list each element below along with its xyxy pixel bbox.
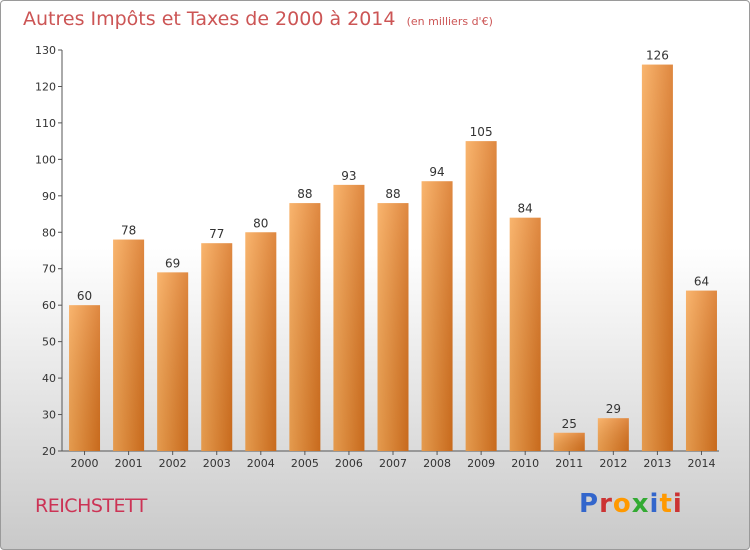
value-label: 60 xyxy=(77,289,92,303)
value-label: 80 xyxy=(253,216,268,230)
chart-title: Autres Impôts et Taxes de 2000 à 2014 xyxy=(23,8,396,30)
bar-shade-2014 xyxy=(685,290,717,451)
x-tick-label: 2010 xyxy=(511,457,539,470)
x-tick-label: 2007 xyxy=(379,457,407,470)
chart-subtitle: (en milliers d'€) xyxy=(406,15,493,28)
bars xyxy=(69,64,717,452)
value-label: 126 xyxy=(646,49,669,63)
bar-shade-2012 xyxy=(597,418,629,451)
bar-shade-2002 xyxy=(157,272,189,451)
bar-shade-2000 xyxy=(69,305,101,451)
value-label: 93 xyxy=(341,169,356,183)
x-tick-label: 2011 xyxy=(555,457,583,470)
bar-shade-2010 xyxy=(509,217,541,451)
value-label: 69 xyxy=(165,256,180,270)
y-tick-label: 30 xyxy=(42,409,56,422)
bar-shade-2005 xyxy=(289,203,321,451)
x-tick-label: 2003 xyxy=(203,457,231,470)
y-tick-label: 70 xyxy=(42,263,56,276)
y-tick-label: 120 xyxy=(35,80,56,93)
value-label: 29 xyxy=(606,402,621,416)
logo-letter: i xyxy=(649,489,660,519)
logo-letter: o xyxy=(612,489,632,519)
value-label: 25 xyxy=(562,417,577,431)
bar-shade-2004 xyxy=(245,232,277,451)
x-tick-label: 2012 xyxy=(599,457,627,470)
data-labels: 60 78 69 77 80 88 93 88 94 105 84 25 29 126 64 xyxy=(77,49,709,431)
bar-shade-2008 xyxy=(421,181,453,451)
logo-letter: i xyxy=(672,489,683,519)
y-tick-label: 130 xyxy=(35,44,56,57)
title-block: Autres Impôts et Taxes de 2000 à 2014 (e… xyxy=(23,8,493,30)
x-tick-label: 2002 xyxy=(159,457,187,470)
y-tick-label: 60 xyxy=(42,299,56,312)
value-label: 78 xyxy=(121,224,136,238)
bar-shade-2001 xyxy=(113,239,145,451)
value-label: 105 xyxy=(470,125,493,139)
bar-shade-2013 xyxy=(641,64,673,451)
x-tick-label: 2009 xyxy=(467,457,495,470)
logo-letter: P xyxy=(579,489,600,519)
x-tick-label: 2000 xyxy=(71,457,99,470)
bar-shade-2007 xyxy=(377,203,409,451)
bar-shade-2011 xyxy=(553,432,585,451)
value-label: 84 xyxy=(518,202,533,216)
logo-letter: r xyxy=(599,489,613,519)
bar-shade-2006 xyxy=(333,184,365,451)
x-tick-label: 2004 xyxy=(247,457,275,470)
value-label: 88 xyxy=(385,187,400,201)
y-tick-label: 20 xyxy=(42,445,56,458)
commune-name: REICHSTETT xyxy=(35,495,147,517)
proxiti-logo: Proxiti xyxy=(579,489,683,519)
logo-letter: x xyxy=(631,489,650,519)
x-tick-label: 2014 xyxy=(687,457,715,470)
y-tick-label: 80 xyxy=(42,226,56,239)
x-tick-label: 2006 xyxy=(335,457,363,470)
y-tick-label: 90 xyxy=(42,190,56,203)
y-tick-label: 50 xyxy=(42,336,56,349)
logo-letter: t xyxy=(659,489,673,519)
x-tick-label: 2005 xyxy=(291,457,319,470)
value-label: 88 xyxy=(297,187,312,201)
y-tick-label: 100 xyxy=(35,153,56,166)
value-label: 77 xyxy=(209,227,224,241)
bar-shade-2003 xyxy=(201,243,233,451)
x-tick-label: 2001 xyxy=(115,457,143,470)
value-label: 94 xyxy=(429,165,444,179)
y-tick-label: 40 xyxy=(42,372,56,385)
x-tick-label: 2013 xyxy=(643,457,671,470)
x-tick-label: 2008 xyxy=(423,457,451,470)
y-tick-label: 110 xyxy=(35,117,56,130)
bar-shade-2009 xyxy=(465,141,497,452)
value-label: 64 xyxy=(694,275,709,289)
